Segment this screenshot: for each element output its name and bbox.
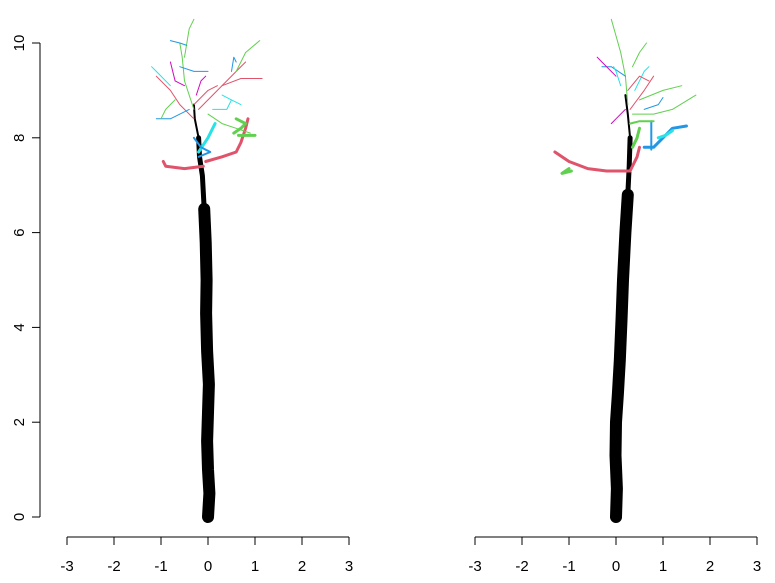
y-tick-label: 2 (11, 418, 28, 426)
branch-series-9 (155, 75, 195, 120)
branch-series-18 (643, 97, 664, 110)
branch-series-8 (192, 136, 212, 158)
y-tick-label: 4 (11, 323, 28, 331)
branch-series-20 (613, 66, 622, 87)
x-tick-label: 3 (345, 558, 353, 575)
x-tick-label: 2 (706, 558, 714, 575)
branch-series-15 (639, 85, 683, 101)
branch-series-5 (232, 117, 248, 135)
branch-series-16 (198, 61, 247, 110)
branch-series-2 (624, 94, 632, 139)
branch-series-12 (179, 66, 209, 72)
y-tick-label: 0 (11, 513, 28, 521)
x-tick-label: 3 (753, 558, 761, 575)
branch-series-19 (231, 56, 237, 72)
x-tick-label: 2 (298, 558, 306, 575)
branch-series-17 (632, 94, 697, 115)
x-tick-label: -1 (154, 558, 167, 575)
branch-series-12 (601, 66, 626, 77)
branch-series-3 (553, 150, 632, 173)
branch-series-16 (634, 66, 650, 91)
branch-series-11 (610, 18, 629, 106)
branch-series-4 (204, 117, 250, 163)
branch-series-13 (596, 56, 617, 77)
branch-series-14 (169, 61, 185, 87)
branch-series-21 (207, 113, 251, 134)
branch-series-25 (160, 99, 176, 120)
branch-series-4 (560, 167, 573, 175)
left-tree-panel: -3 -2 -1 0 1 2 3 0 2 4 6 8 10 (11, 18, 353, 575)
branch-series-22 (193, 85, 218, 106)
branch-series-2 (192, 103, 200, 139)
branch-series-3 (161, 160, 205, 171)
branch-series-11 (184, 18, 195, 58)
branch-series-22 (610, 108, 626, 125)
branch-series-10 (179, 42, 195, 110)
x-tick-label: -3 (468, 558, 481, 575)
x-tick-label: 1 (251, 558, 259, 575)
x-tick-label: 1 (659, 558, 667, 575)
x-tick-label: 0 (612, 558, 620, 575)
branch-series-26 (212, 99, 232, 110)
branch-series-17 (235, 40, 261, 72)
y-tick-label: 8 (11, 134, 28, 142)
branch-series-10 (656, 129, 674, 140)
y-tick-label: 10 (11, 35, 28, 52)
x-tick-label: -3 (60, 558, 73, 575)
branch-series-5 (628, 145, 641, 173)
branch-series-18 (221, 78, 263, 87)
x-tick-label: 0 (204, 558, 212, 575)
branch-series-0 (609, 188, 634, 523)
x-tick-label: -2 (107, 558, 120, 575)
branch-series-15 (169, 40, 188, 46)
x-tick-label: -1 (562, 558, 575, 575)
branch-series-6 (631, 126, 641, 149)
branch-series-13 (151, 66, 171, 87)
branch-series-7 (197, 122, 217, 154)
branch-series-24 (195, 75, 207, 96)
branch-series-19 (627, 75, 650, 91)
x-tick-label: -2 (515, 558, 528, 575)
branch-series-14 (629, 75, 655, 110)
branch-series-21 (632, 42, 647, 68)
right-tree-panel: -3 -2 -1 0 1 2 3 (468, 18, 761, 575)
y-tick-label: 6 (11, 228, 28, 236)
branch-series-1 (625, 135, 633, 198)
branch-series-9 (629, 120, 655, 125)
branch-series-0 (198, 202, 216, 523)
